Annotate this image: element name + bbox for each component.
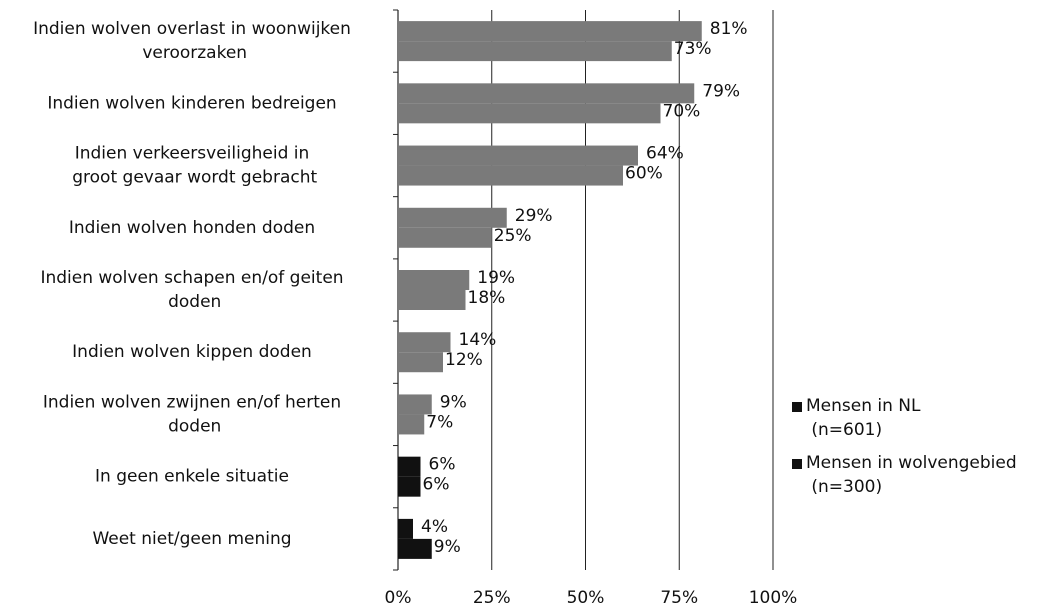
value-label: 6% [423,475,450,495]
value-label: 9% [434,537,461,557]
bar [398,518,413,539]
value-label: 7% [426,412,453,432]
value-label: 18% [468,288,506,308]
category-label: Indien wolven honden doden [69,218,315,238]
bar [398,414,425,435]
value-label: 60% [625,164,663,184]
bar [398,270,470,290]
bar [398,83,695,104]
category-label: Indien wolven zwijnen en/of herten doden [43,392,341,436]
bar [398,394,432,415]
category-label: Weet niet/geen mening [92,529,291,549]
value-label: 79% [702,81,740,101]
bar [398,538,432,559]
legend-label: Mensen in NL (n=601) [806,396,921,440]
legend-swatch [792,459,802,469]
category-label: In geen enkele situatie [95,467,289,487]
category-label: Indien wolven kinderen bedreigen [47,93,336,113]
x-tick-label: 0% [385,588,412,608]
category-label: Indien wolven schapen en/of geiten doden [40,268,343,312]
x-tick-label: 100% [749,588,798,608]
value-label: 64% [646,144,684,164]
bar [398,21,702,42]
bar [398,145,638,166]
value-label: 14% [459,330,497,350]
x-tick-label: 50% [567,588,605,608]
category-label: Indien verkeersveiligheid in groot gevaa… [67,144,318,188]
bar [398,103,661,124]
bar [398,332,451,353]
bar [398,476,421,497]
x-tick-label: 75% [660,588,698,608]
value-label: 25% [494,226,532,246]
category-label: Indien wolven overlast in woonwijken ver… [33,19,351,63]
value-label: 29% [515,206,553,226]
value-label: 4% [421,517,448,537]
value-label: 12% [445,350,483,370]
bar [398,456,421,477]
value-label: 19% [477,268,515,288]
bar [398,41,672,62]
bar [398,165,623,186]
value-label: 73% [674,39,712,59]
bar [398,290,466,310]
value-label: 6% [429,455,456,475]
bar [398,352,443,373]
category-label: Indien wolven kippen doden [72,342,312,362]
value-label: 70% [663,101,701,121]
legend-swatch [792,402,802,412]
legend-label: Mensen in wolvengebied (n=300) [806,453,1017,497]
value-label: 81% [710,19,748,39]
value-label: 9% [440,392,467,412]
bar [398,207,507,228]
x-tick-label: 25% [473,588,511,608]
bar [398,227,492,248]
